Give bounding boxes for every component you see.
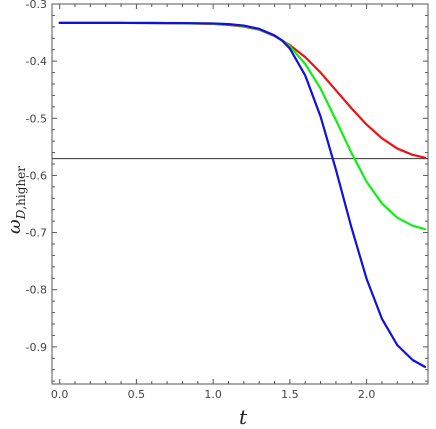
x-tick-label: 0.0 [51,388,69,401]
x-tick-label: 1.0 [204,388,222,401]
y-tick-label: -0.5 [26,112,47,125]
series-line-2 [58,21,427,231]
y-tick-label: -0.7 [26,227,47,240]
y-tick-label: -0.6 [26,169,47,182]
series-line-1 [58,21,427,159]
x-axis-ticks: 0.0 0.5 1.0 1.5 2.0 [51,4,429,401]
y-tick-label: -0.8 [26,284,47,297]
y-axis-title-subscript: ,higher [14,166,28,210]
series-line-3 [58,21,427,368]
x-axis-title: t [239,405,248,429]
y-axis-title: ωD,higher [4,166,28,234]
x-tick-label: 0.5 [128,388,146,401]
y-tick-label: -0.4 [26,55,47,68]
x-tick-label: 1.5 [281,388,299,401]
y-axis-title-subscript-italic: D [14,209,28,220]
y-axis-title-main: ω [4,219,25,234]
y-axis-ticks: -0.3 -0.4 -0.5 -0.6 -0.7 -0.8 -0.9 [26,0,428,382]
y-tick-label: -0.9 [26,341,47,354]
series-layer [58,21,427,368]
plot-frame [51,3,429,385]
y-tick-label: -0.3 [26,0,47,11]
x-tick-label: 2.0 [358,388,376,401]
